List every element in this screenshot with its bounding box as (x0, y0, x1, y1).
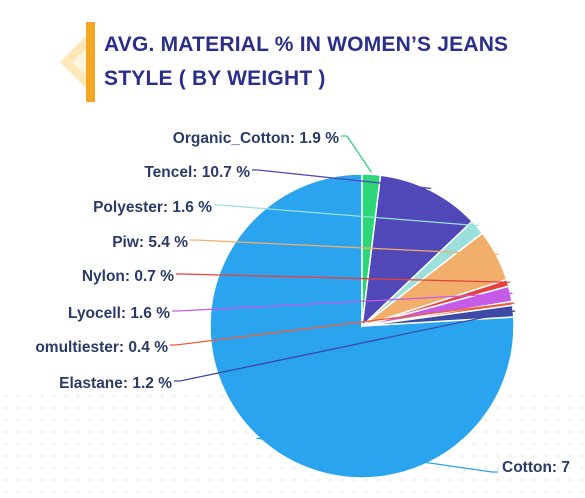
slice-label-cotton: Cotton: 7 (502, 459, 570, 476)
chart-title: AVG. MATERIAL % IN WOMEN’S JEANS STYLE (… (104, 33, 509, 90)
slice-labels: Cotton: 7 Elastane: 1.2 % omultiester: 0.4… (35, 130, 570, 476)
leader-line-lyocell (172, 292, 513, 312)
pie-slices (209, 173, 515, 479)
leader-line-cotton (256, 437, 498, 473)
slice-label-omultiester: omultiester: 0.4 % (35, 339, 168, 356)
leader-lines (170, 135, 516, 473)
title-accent-bar (86, 22, 95, 102)
slice-label-polyester: Polyester: 1.6 % (93, 199, 212, 216)
leader-line-omultiester (170, 302, 515, 346)
leader-line-piw (190, 239, 499, 255)
pie-slice-organic_cotton (361, 173, 382, 327)
slice-label-lyocell: Lyocell: 1.6 % (68, 305, 170, 322)
pie-slice-cotton (209, 173, 515, 479)
slice-label-organic_cotton: Organic_Cotton: 1.9 % (173, 130, 339, 147)
leader-line-nylon (176, 273, 510, 283)
slice-label-nylon: Nylon: 0.7 % (82, 268, 174, 285)
leader-line-organic_cotton (341, 135, 372, 173)
slice-label-tencel: Tencel: 10.7 % (144, 164, 250, 181)
leader-line-elastane (174, 310, 516, 382)
slice-label-elastane: Elastane: 1.2 % (59, 375, 172, 392)
leader-line-tencel (252, 169, 432, 190)
leader-line-polyester (214, 204, 479, 227)
slice-label-piw: Piw: 5.4 % (112, 234, 188, 251)
